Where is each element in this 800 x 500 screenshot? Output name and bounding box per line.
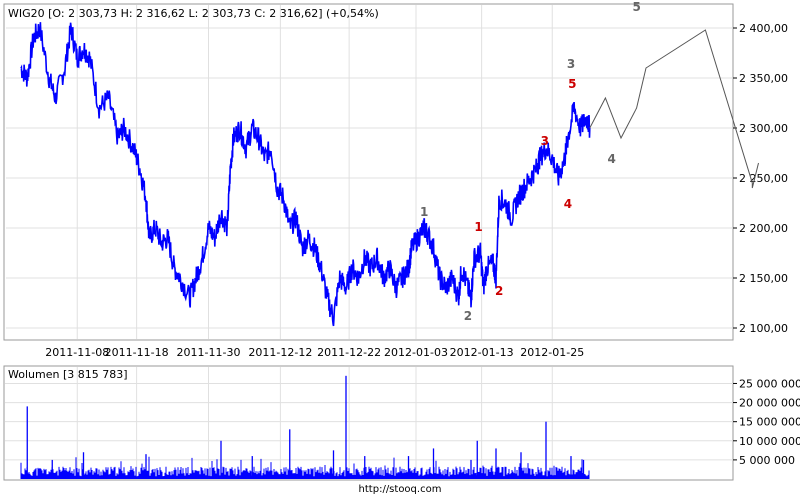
wave-label-red: 2 <box>495 284 503 298</box>
wave-label-gray: 3 <box>567 57 575 71</box>
price-tick-label: 2 250,00 <box>739 172 788 185</box>
price-tick-label: 2 100,00 <box>739 322 788 335</box>
elliott-wave-labels: 1 2 3 4 5 1 2 3 4 5 <box>420 0 641 323</box>
wave-label-gray: 5 <box>632 0 640 14</box>
date-tick-label: 2011-11-30 <box>177 346 241 359</box>
price-tick-label: 2 300,00 <box>739 122 788 135</box>
date-tick-label: 2011-11-08 <box>45 346 109 359</box>
date-tick-label: 2012-01-13 <box>450 346 514 359</box>
volume-grid <box>5 367 733 479</box>
wave-label-red: 5 <box>568 77 576 91</box>
volume-tick-label: 20 000 000 <box>739 397 800 410</box>
wave-label-red: 4 <box>564 197 572 211</box>
volume-label: Wolumen [3 815 783] <box>8 368 128 381</box>
volume-tick-label: 5 000 000 <box>739 454 795 467</box>
price-tick-label: 2 200,00 <box>739 222 788 235</box>
volume-tick-label: 25 000 000 <box>739 377 800 390</box>
forecast-path <box>589 29 759 189</box>
wave-label-gray: 4 <box>607 152 615 166</box>
wave-forecast <box>589 29 759 189</box>
wave-label-red: 1 <box>474 220 482 234</box>
price-series <box>20 22 591 327</box>
wave-label-red: 3 <box>541 134 549 148</box>
price-tick-label: 2 150,00 <box>739 272 788 285</box>
wave-label-gray: 2 <box>464 309 472 323</box>
price-grid <box>6 5 733 339</box>
volume-y-axis: 5 000 000 10 000 000 15 000 000 20 000 000 2… <box>733 377 800 467</box>
date-tick-label: 2011-12-12 <box>248 346 312 359</box>
price-panel-frame <box>3 3 734 341</box>
volume-bars <box>20 375 590 479</box>
date-tick-label: 2012-01-03 <box>384 346 448 359</box>
volume-tick-label: 10 000 000 <box>739 435 800 448</box>
price-line <box>20 22 591 327</box>
ticker-summary: WIG20 [O: 2 303,73 H: 2 316,62 L: 2 303,… <box>8 7 379 20</box>
date-tick-label: 2011-11-18 <box>105 346 169 359</box>
price-tick-label: 2 350,00 <box>739 72 788 85</box>
source-url[interactable]: http://stooq.com <box>358 484 442 495</box>
price-y-axis: 2 100,00 2 150,00 2 200,00 2 250,00 2 300,00… <box>733 22 788 335</box>
date-tick-label: 2012-01-25 <box>520 346 584 359</box>
wave-label-gray: 1 <box>420 205 428 219</box>
price-tick-label: 2 400,00 <box>739 22 788 35</box>
volume-panel-frame <box>3 365 734 481</box>
volume-tick-label: 15 000 000 <box>739 416 800 429</box>
date-tick-label: 2011-12-22 <box>317 346 381 359</box>
